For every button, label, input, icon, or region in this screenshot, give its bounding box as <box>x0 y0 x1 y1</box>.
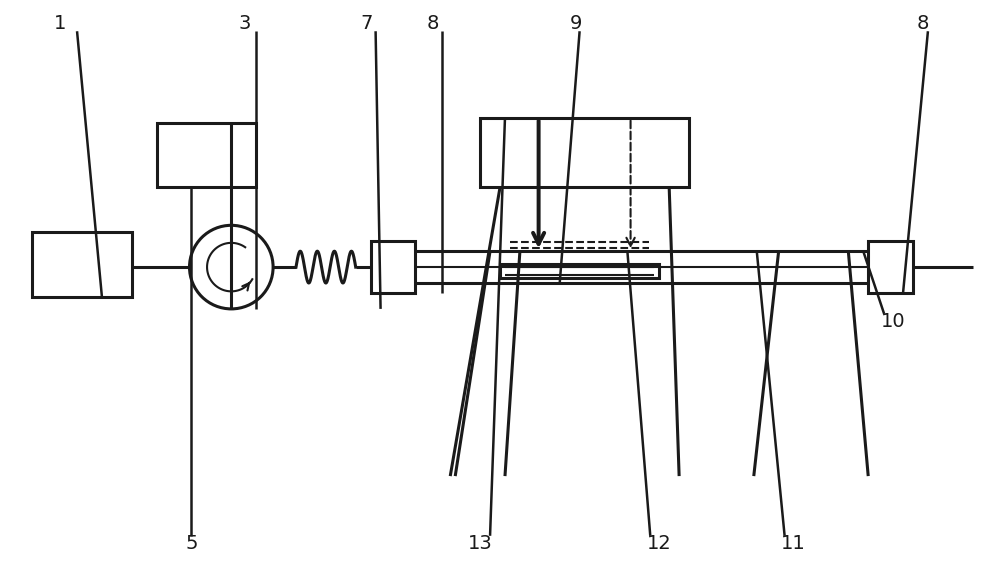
Text: 12: 12 <box>647 534 672 553</box>
Text: 8: 8 <box>426 14 439 33</box>
Text: 1: 1 <box>54 14 66 33</box>
Text: 3: 3 <box>238 14 250 33</box>
Bar <box>500 264 659 278</box>
Text: 10: 10 <box>881 312 905 331</box>
Text: 9: 9 <box>569 14 582 33</box>
Text: 7: 7 <box>360 14 373 33</box>
Bar <box>32 233 132 297</box>
Bar <box>868 241 913 293</box>
Bar <box>480 118 689 188</box>
Text: 11: 11 <box>781 534 806 553</box>
Text: 13: 13 <box>468 534 492 553</box>
Bar <box>371 241 415 293</box>
Text: 5: 5 <box>185 534 198 553</box>
Bar <box>157 123 256 188</box>
Text: 8: 8 <box>917 14 929 33</box>
